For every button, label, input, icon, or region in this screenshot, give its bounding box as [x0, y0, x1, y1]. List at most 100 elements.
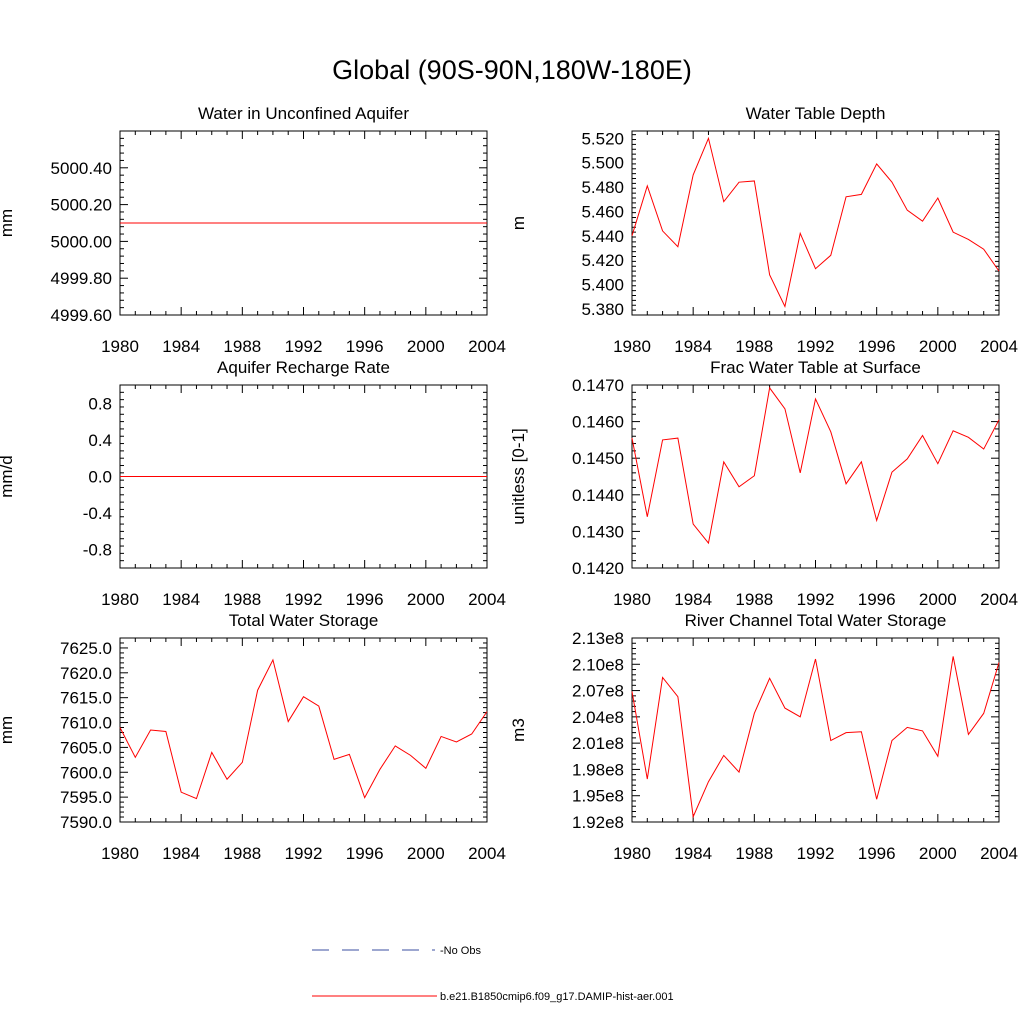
x-tick-label: 1984 — [162, 337, 200, 356]
x-tick-label: 2000 — [407, 590, 445, 609]
y-tick-label: 7620.0 — [60, 664, 112, 683]
y-tick-label: 5.380 — [581, 300, 624, 319]
x-tick-label: 1984 — [674, 844, 712, 863]
chart-panel-3: 1980 1984 1988 1992 1996 2000 2004 -0.8 -0.4 0.0 0… — [0, 358, 506, 609]
y-tick-label: 5.460 — [581, 202, 624, 221]
y-tick-label: 5.520 — [581, 129, 624, 148]
x-tick-label: 1996 — [858, 337, 896, 356]
series-line — [119, 658, 488, 800]
plot-frame — [631, 637, 1000, 823]
y-tick-label: 1.98e8 — [572, 760, 624, 779]
y-tick-label: 7600.0 — [60, 763, 112, 782]
y-tick-label: 0.1430 — [572, 522, 624, 541]
y-tick-label: -0.4 — [83, 504, 112, 523]
x-tick-label: 1980 — [613, 590, 651, 609]
x-tick-label: 1988 — [735, 337, 773, 356]
y-tick-label: 0.1440 — [572, 486, 624, 505]
x-tick-label: 1980 — [613, 337, 651, 356]
series-line — [631, 656, 1000, 819]
y-tick-label: 7590.0 — [60, 813, 112, 832]
panel-title: River Channel Total Water Storage — [685, 611, 947, 630]
x-tick-label: 2004 — [980, 590, 1018, 609]
x-tick-label: 1984 — [674, 590, 712, 609]
x-tick-label: 1992 — [285, 337, 323, 356]
x-tick-label: 2004 — [980, 337, 1018, 356]
x-tick-label: 1988 — [223, 337, 261, 356]
y-tick-label: 5.420 — [581, 251, 624, 270]
y-axis-label: m3 — [509, 718, 528, 742]
chart-panel-1: 1980 1984 1988 1992 1996 2000 2004 4999.60 4999.… — [0, 104, 506, 356]
x-tick-label: 1980 — [101, 337, 139, 356]
y-tick-label: 5.480 — [581, 178, 624, 197]
x-tick-label: 2000 — [407, 337, 445, 356]
y-tick-label: 0.1420 — [572, 559, 624, 578]
panel-title: Water Table Depth — [746, 104, 886, 123]
x-tick-label: 1992 — [285, 844, 323, 863]
y-tick-label: 5000.20 — [51, 196, 112, 215]
chart-panel-2: 1980 1984 1988 1992 1996 2000 2004 5.380 5.400 5.… — [509, 104, 1018, 356]
y-tick-label: 0.1450 — [572, 449, 624, 468]
y-tick-label: 7615.0 — [60, 689, 112, 708]
x-tick-label: 1980 — [101, 590, 139, 609]
x-tick-label: 1980 — [613, 844, 651, 863]
x-tick-label: 1984 — [162, 590, 200, 609]
x-tick-label: 1988 — [735, 844, 773, 863]
x-tick-label: 2000 — [919, 337, 957, 356]
y-tick-label: 7610.0 — [60, 714, 112, 733]
x-tick-label: 1992 — [797, 844, 835, 863]
y-tick-label: 2.01e8 — [572, 734, 624, 753]
plot-frame — [631, 384, 1000, 569]
chart-panel-5: 1980 1984 1988 1992 1996 2000 2004 7590.0 7595.0… — [0, 611, 506, 863]
y-tick-label: 2.13e8 — [572, 629, 624, 648]
chart-panel-6: 1980 1984 1988 1992 1996 2000 2004 1.92e8 1.95e8… — [509, 611, 1018, 863]
x-tick-label: 1992 — [797, 590, 835, 609]
x-tick-label: 1992 — [797, 337, 835, 356]
x-tick-label: 2004 — [468, 590, 506, 609]
y-tick-label: 7625.0 — [60, 639, 112, 658]
y-tick-label: 5000.00 — [51, 232, 112, 251]
legend-label-no-obs: -No Obs — [440, 945, 481, 957]
chart-panel-4: 1980 1984 1988 1992 1996 2000 2004 0.1420 0.1430… — [509, 358, 1018, 609]
y-tick-label: 7605.0 — [60, 738, 112, 757]
x-tick-label: 1996 — [858, 590, 896, 609]
x-tick-label: 1984 — [162, 844, 200, 863]
y-tick-label: 7595.0 — [60, 788, 112, 807]
y-tick-label: -0.8 — [83, 541, 112, 560]
y-tick-label: 1.95e8 — [572, 787, 624, 806]
y-tick-label: 0.8 — [88, 394, 112, 413]
x-tick-label: 2000 — [919, 844, 957, 863]
y-axis-label: mm — [0, 209, 16, 237]
y-tick-label: 2.04e8 — [572, 708, 624, 727]
x-tick-label: 1992 — [285, 590, 323, 609]
x-tick-label: 2004 — [980, 844, 1018, 863]
x-tick-label: 2004 — [468, 337, 506, 356]
x-tick-label: 1984 — [674, 337, 712, 356]
series-line — [631, 136, 1000, 309]
y-tick-label: 2.10e8 — [572, 655, 624, 674]
y-axis-label: unitless [0-1] — [509, 428, 528, 524]
panel-title: Aquifer Recharge Rate — [217, 358, 390, 377]
panel-title: Water in Unconfined Aquifer — [198, 104, 409, 123]
panel-title: Total Water Storage — [229, 611, 379, 630]
y-tick-label: 5.400 — [581, 276, 624, 295]
x-tick-label: 2004 — [468, 844, 506, 863]
x-tick-label: 2000 — [407, 844, 445, 863]
y-tick-label: 0.1460 — [572, 413, 624, 432]
panel-title: Frac Water Table at Surface — [710, 358, 921, 377]
legend: -No Obs b.e21.B1850cmip6.f09_g17.DAMIP-hi… — [312, 945, 674, 1003]
x-tick-label: 1996 — [346, 590, 384, 609]
legend-label-model: b.e21.B1850cmip6.f09_g17.DAMIP-hist-aer.… — [440, 991, 674, 1003]
y-tick-label: 0.0 — [88, 468, 112, 487]
y-tick-label: 2.07e8 — [572, 682, 624, 701]
plot-frame — [119, 637, 488, 823]
y-tick-label: 5000.40 — [51, 159, 112, 178]
plot-frame — [631, 130, 1000, 316]
y-tick-label: 4999.60 — [51, 306, 112, 325]
x-tick-label: 1988 — [223, 590, 261, 609]
x-tick-label: 1980 — [101, 844, 139, 863]
y-axis-label: mm/d — [0, 455, 16, 498]
x-tick-label: 1996 — [858, 844, 896, 863]
y-tick-label: 1.92e8 — [572, 813, 624, 832]
y-tick-label: 5.440 — [581, 227, 624, 246]
